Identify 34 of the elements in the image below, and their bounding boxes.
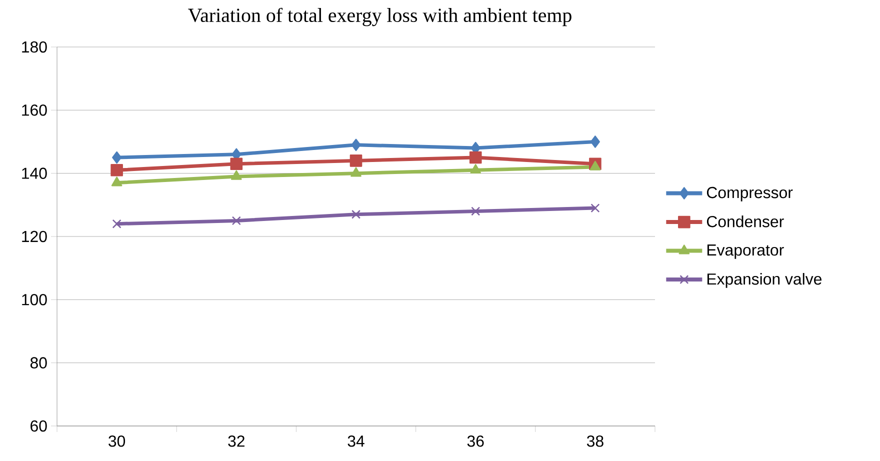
point [230, 170, 242, 180]
point [590, 204, 600, 213]
x-tick-label: 36 [467, 436, 484, 447]
point [230, 158, 243, 170]
chart-title: Variation of total exergy loss with ambient temp [188, 8, 572, 26]
point [350, 167, 362, 177]
point [350, 154, 362, 167]
point [111, 176, 122, 186]
y-tick-label: 100 [22, 294, 47, 306]
y-tick-label: 60 [30, 420, 47, 432]
point [470, 164, 482, 174]
y-tick-label: 80 [30, 357, 47, 368]
point [590, 160, 601, 170]
point [112, 151, 122, 164]
x-tick-label: 38 [586, 436, 604, 447]
x-tick-label: 32 [228, 436, 244, 447]
legend-label: Compressor [706, 186, 793, 202]
x-tick-label: 30 [108, 436, 126, 447]
legend-label: Expansion valve [707, 273, 822, 288]
point [351, 210, 361, 219]
y-tick-label: 160 [22, 104, 47, 116]
point [232, 216, 241, 226]
point [351, 138, 361, 152]
legend-label: Condenser [706, 216, 784, 228]
point [469, 151, 482, 164]
y-tick-label: 180 [22, 41, 47, 53]
y-tick-label: 120 [22, 230, 47, 242]
y-tick-label: 140 [22, 168, 47, 179]
point [110, 164, 123, 176]
point [471, 206, 480, 216]
legend-label: Evaporator [707, 244, 784, 259]
x-tick-label: 34 [348, 436, 364, 447]
point [112, 219, 122, 228]
point [590, 136, 600, 148]
